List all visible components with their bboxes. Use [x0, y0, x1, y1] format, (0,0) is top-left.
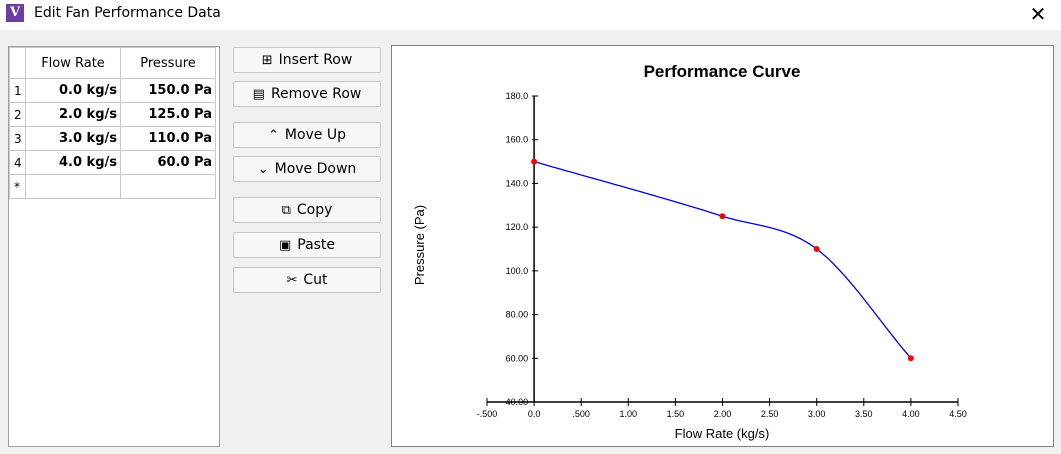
x-tick-label: 3.00 — [808, 409, 826, 419]
y-tick-label: 80.00 — [506, 310, 529, 320]
data-point — [813, 246, 820, 252]
corner-cell — [9, 47, 26, 79]
pressure-cell[interactable]: 110.0 Pa — [120, 126, 216, 151]
chart-svg: Performance Curve Flow Rate (kg/s) Press… — [412, 62, 967, 441]
row-number[interactable]: 1 — [9, 78, 26, 103]
cut-label: Cut — [303, 272, 328, 288]
y-tick-label: 120.0 — [506, 222, 529, 232]
x-tick-label: 1.50 — [667, 409, 685, 419]
x-tick-label: 2.50 — [761, 409, 779, 419]
table-row[interactable]: 1 0.0 kg/s 150.0 Pa — [9, 78, 216, 103]
performance-data-grid[interactable]: Flow Rate Pressure 1 0.0 kg/s 150.0 Pa 2… — [8, 46, 220, 447]
data-point — [719, 213, 726, 220]
row-number[interactable]: 2 — [9, 102, 26, 127]
remove-row-button[interactable]: ▤ Remove Row — [233, 81, 381, 107]
flow-rate-cell[interactable] — [25, 174, 121, 199]
x-tick-label: .500 — [572, 409, 590, 419]
table-row[interactable]: 4 4.0 kg/s 60.0 Pa — [9, 150, 216, 175]
remove-row-label: Remove Row — [270, 86, 362, 102]
flow-rate-cell[interactable]: 0.0 kg/s — [25, 78, 121, 103]
paste-button[interactable]: ▣ Paste — [233, 232, 381, 258]
remove-row-icon: ▤ — [252, 86, 265, 102]
column-header-pressure[interactable]: Pressure — [120, 47, 216, 79]
flow-rate-cell[interactable]: 3.0 kg/s — [25, 126, 121, 151]
copy-button[interactable]: ⧉ Copy — [233, 197, 381, 223]
cut-button[interactable]: ✂ Cut — [233, 267, 381, 293]
x-tick-label: 4.00 — [902, 409, 920, 419]
data-point — [907, 355, 914, 362]
y-axis-label: Pressure (Pa) — [412, 205, 427, 285]
y-tick-label: 40.00 — [506, 397, 529, 407]
data-point — [531, 158, 538, 165]
x-tick-label: 1.00 — [620, 409, 638, 419]
pressure-cell[interactable]: 125.0 Pa — [120, 102, 216, 127]
paste-label: Paste — [297, 237, 336, 253]
app-logo-icon: V — [6, 4, 24, 22]
flow-rate-cell[interactable]: 4.0 kg/s — [25, 150, 121, 175]
performance-curve-line — [533, 160, 912, 359]
x-tick-label: 4.50 — [949, 409, 967, 419]
insert-row-button[interactable]: ⊞ Insert Row — [233, 47, 381, 73]
close-button[interactable]: ✕ — [1029, 2, 1047, 26]
chart-title: Performance Curve — [644, 62, 801, 81]
pressure-cell[interactable]: 150.0 Pa — [120, 78, 216, 103]
paste-icon: ▣ — [278, 237, 292, 253]
move-down-label: Move Down — [274, 161, 357, 177]
insert-row-label: Insert Row — [278, 52, 353, 68]
copy-label: Copy — [296, 202, 333, 218]
y-tick-label: 180.0 — [506, 91, 529, 101]
x-tick-label: 0.0 — [528, 409, 541, 419]
x-tick-label: 3.50 — [855, 409, 873, 419]
insert-row-icon: ⊞ — [261, 52, 273, 68]
chevron-down-icon: ⌄ — [257, 161, 269, 177]
table-row[interactable]: 3 3.0 kg/s 110.0 Pa — [9, 126, 216, 151]
y-tick-label: 100.0 — [506, 266, 529, 276]
title-bar: V Edit Fan Performance Data ✕ — [0, 0, 1061, 30]
window-title: Edit Fan Performance Data — [34, 5, 221, 21]
flow-rate-cell[interactable]: 2.0 kg/s — [25, 102, 121, 127]
chevron-up-icon: ⌃ — [267, 127, 279, 143]
scissors-icon: ✂ — [286, 272, 298, 288]
column-header-flow-rate[interactable]: Flow Rate — [25, 47, 121, 79]
performance-chart: Performance Curve Flow Rate (kg/s) Press… — [391, 45, 1054, 447]
x-tick-label: -.500 — [477, 409, 498, 419]
new-row[interactable]: * — [9, 174, 216, 199]
new-row-marker[interactable]: * — [9, 174, 26, 199]
y-tick-label: 60.00 — [506, 353, 529, 363]
pressure-cell[interactable] — [120, 174, 216, 199]
table-row[interactable]: 2 2.0 kg/s 125.0 Pa — [9, 102, 216, 127]
move-down-button[interactable]: ⌄ Move Down — [233, 156, 381, 182]
copy-icon: ⧉ — [281, 202, 291, 218]
grid-header-row: Flow Rate Pressure — [9, 47, 216, 79]
y-tick-label: 160.0 — [506, 135, 529, 145]
move-up-label: Move Up — [284, 127, 347, 143]
pressure-cell[interactable]: 60.0 Pa — [120, 150, 216, 175]
x-tick-label: 2.00 — [714, 409, 732, 419]
row-number[interactable]: 4 — [9, 150, 26, 175]
x-axis-label: Flow Rate (kg/s) — [675, 426, 770, 441]
row-number[interactable]: 3 — [9, 126, 26, 151]
move-up-button[interactable]: ⌃ Move Up — [233, 122, 381, 148]
y-tick-label: 140.0 — [506, 178, 529, 188]
